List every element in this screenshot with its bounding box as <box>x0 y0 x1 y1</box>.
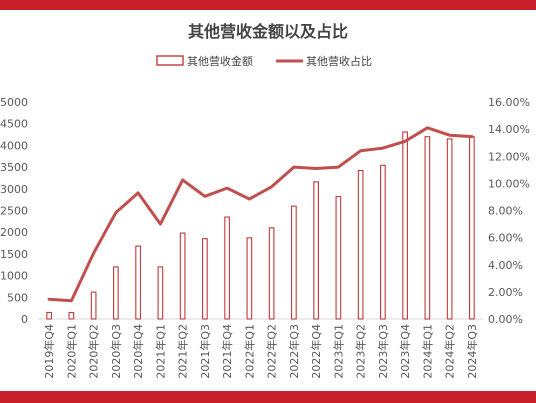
bar <box>179 232 186 320</box>
bar <box>46 311 52 320</box>
x-tick-label: 2024年Q1 <box>420 324 434 379</box>
x-tick-label: 2022年Q3 <box>287 324 301 379</box>
bar <box>469 136 475 320</box>
line-point <box>115 211 117 214</box>
x-tick-label: 2022年Q1 <box>242 324 256 379</box>
x-tick-label: 2020年Q1 <box>64 324 78 379</box>
y-right-tick-label: 6.00% <box>488 232 523 245</box>
bar <box>157 266 164 320</box>
chart-frame: 其他营收金额以及占比 其他营收金额 其他营收占比 0 500 1000 1500 200… <box>0 10 536 391</box>
legend-bar-label: 其他营收金额 <box>187 54 253 68</box>
bar <box>357 170 364 320</box>
line-point <box>404 140 406 143</box>
x-tick-label: 2020年Q4 <box>131 324 145 379</box>
line-point <box>181 179 184 181</box>
bar <box>291 205 297 320</box>
y-right-tick-label: 12.00% <box>488 150 530 163</box>
x-tick-label: 2024年Q2 <box>443 324 457 379</box>
legend: 其他营收金额 其他营收占比 <box>156 54 372 68</box>
combo-chart: 其他营收金额以及占比 其他营收金额 其他营收占比 0 500 1000 1500 200… <box>0 22 530 379</box>
line-point <box>137 192 139 194</box>
x-axis: 2019年Q4 2020年Q1 2020年Q2 2020年Q3 2020年Q4 2021年… <box>42 324 479 379</box>
y-right-tick-label: 16.00% <box>488 96 530 109</box>
x-tick-label: 2023年Q2 <box>354 324 368 379</box>
x-tick-label: 2021年Q1 <box>153 324 167 379</box>
bar <box>224 216 230 320</box>
line-point <box>471 135 473 138</box>
x-tick-label: 2023年Q4 <box>398 324 412 379</box>
x-tick-label: 2021年Q4 <box>220 324 234 379</box>
x-tick-label: 2023年Q1 <box>331 324 345 379</box>
line-point <box>204 195 206 198</box>
x-tick-label: 2023年Q3 <box>376 324 390 379</box>
y-right-tick-label: 10.00% <box>488 177 530 190</box>
line-point <box>315 167 317 170</box>
x-tick-label: 2019年Q4 <box>42 324 56 379</box>
line-point <box>426 126 429 129</box>
x-tick-label: 2020年Q2 <box>87 324 101 379</box>
x-tick-label: 2022年Q4 <box>309 324 323 379</box>
y-left-tick-label: 0 <box>21 313 28 326</box>
y-left-tick-label: 500 <box>7 291 28 304</box>
line-point <box>448 134 451 137</box>
bar <box>268 227 275 320</box>
y-axis-left: 0 500 1000 1500 2000 2500 3000 3500 4000 4500 5000 <box>0 96 28 326</box>
bar <box>402 131 408 320</box>
bar <box>135 245 141 320</box>
bar <box>380 164 386 320</box>
y-left-tick-label: 4000 <box>0 139 28 152</box>
bar <box>113 266 119 320</box>
y-left-tick-label: 3000 <box>0 183 28 196</box>
x-tick-label: 2020年Q3 <box>109 324 123 379</box>
bar <box>446 138 453 320</box>
line-point <box>293 166 295 168</box>
series-line <box>47 126 474 303</box>
line-point <box>382 147 384 149</box>
bar <box>335 196 342 320</box>
legend-bar-swatch <box>156 55 184 66</box>
x-tick-label: 2021年Q2 <box>176 324 190 379</box>
bar <box>68 311 75 320</box>
bar <box>424 136 431 320</box>
y-axis-right: 0.00% 2.00% 4.00% 6.00% 8.00% 10.00% 12.00% 14.… <box>488 96 530 326</box>
legend-line-label: 其他营收占比 <box>306 54 372 68</box>
line-point <box>159 223 162 225</box>
y-right-tick-label: 2.00% <box>488 286 523 299</box>
x-tick-label: 2021年Q3 <box>198 324 212 379</box>
y-right-tick-label: 14.00% <box>488 123 530 136</box>
y-left-tick-label: 1500 <box>0 248 28 261</box>
x-tick-label: 2024年Q3 <box>465 324 479 379</box>
line-point <box>359 150 362 152</box>
line-series <box>47 126 474 303</box>
bar <box>202 238 208 320</box>
bottom-red-band <box>0 391 536 403</box>
y-right-tick-label: 0.00% <box>488 313 523 326</box>
line-point <box>48 298 50 301</box>
y-right-tick-label: 4.00% <box>488 259 523 272</box>
line-point <box>248 198 251 200</box>
chart-title: 其他营收金额以及占比 <box>188 22 348 41</box>
line-point <box>70 299 73 302</box>
bar <box>90 291 97 320</box>
x-tick-label: 2022年Q2 <box>265 324 279 379</box>
top-red-band <box>0 0 536 10</box>
bar <box>246 237 253 320</box>
y-left-tick-label: 5000 <box>0 96 28 109</box>
y-left-tick-label: 2500 <box>0 205 28 218</box>
line-point <box>92 252 95 255</box>
y-left-tick-label: 2000 <box>0 226 28 239</box>
y-left-tick-label: 3500 <box>0 161 28 174</box>
bar-series <box>46 131 475 320</box>
y-left-tick-label: 4500 <box>0 118 28 131</box>
y-right-tick-label: 8.00% <box>488 205 523 218</box>
line-point <box>226 187 228 189</box>
bar <box>313 181 319 320</box>
line-point <box>337 166 340 168</box>
line-point <box>270 185 273 188</box>
y-left-tick-label: 1000 <box>0 270 28 283</box>
